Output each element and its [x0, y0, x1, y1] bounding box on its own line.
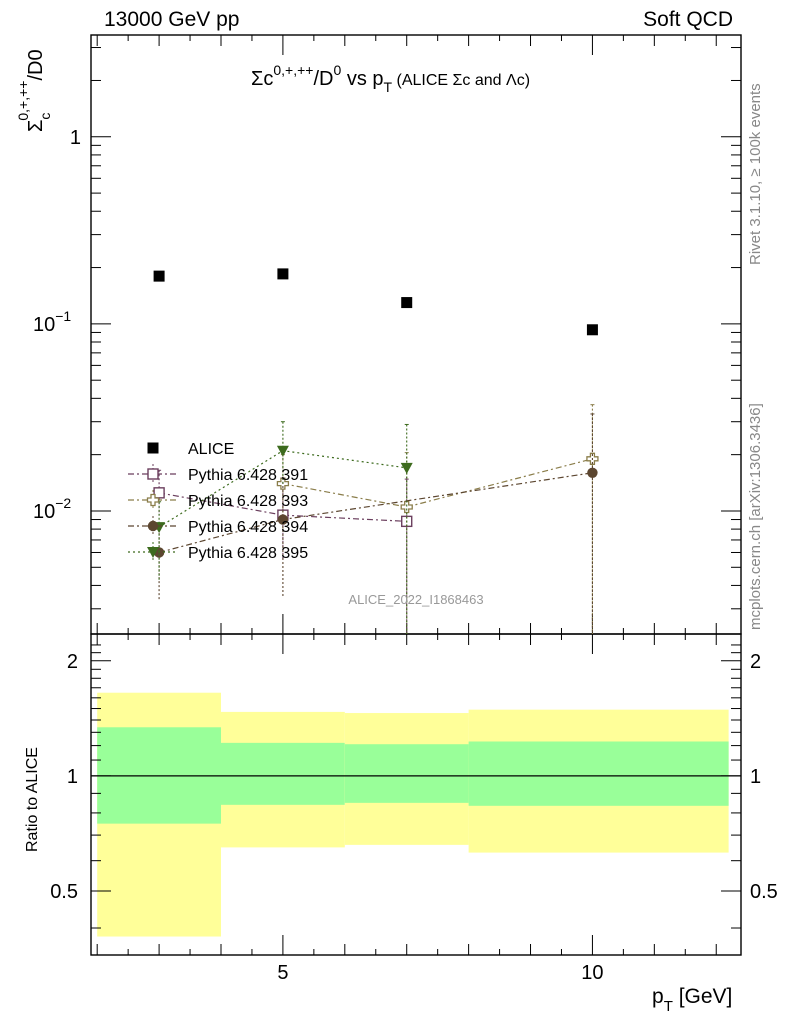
data-point: [401, 297, 413, 309]
ratio-bands: [97, 692, 729, 937]
legend-marker: [147, 547, 159, 558]
data-series: [153, 268, 599, 634]
ratio-inner-band: [221, 742, 345, 805]
x-tick-label: 10: [581, 962, 603, 984]
header-left: 13000 GeV pp: [104, 8, 240, 31]
data-point: [400, 500, 413, 514]
data-point: [276, 445, 289, 457]
x-tick-label: 5: [277, 962, 288, 984]
ratio-y-tick-label-right: 2: [750, 651, 761, 673]
series-alice: [153, 268, 598, 336]
ratio-inner-band: [344, 744, 469, 803]
legend: ALICE Pythia 6.428 391 Pythia 6.428 393 Pyt…: [128, 441, 308, 562]
series-line: [158, 472, 593, 554]
ratio-y-tick-label: 1: [67, 766, 78, 788]
legend-marker: [146, 493, 160, 507]
legend-label: Pythia 6.428 391: [188, 467, 308, 484]
y-tick-label: 1: [70, 127, 81, 149]
ratio-y-axis-label: Ratio to ALICE: [24, 747, 41, 852]
ratio-plot-frame: [90, 633, 742, 956]
y-axis-label: Σc0,+,++/D0: [15, 49, 53, 132]
legend-label: ALICE: [188, 441, 234, 458]
legend-marker: [147, 520, 159, 532]
chart-title: Σc0,+,++/D0 vs pT (ALICE Σc and Λc): [251, 62, 530, 95]
data-point: [153, 270, 165, 282]
data-point: [277, 514, 289, 525]
watermark: ALICE_2022_I1868463: [348, 592, 483, 607]
plot-frames: [90, 34, 742, 956]
ratio-y-tick-label-right: 0.5: [750, 881, 778, 903]
axis-ticks: [91, 35, 741, 955]
ratio-y-tick-label: 0.5: [50, 881, 78, 903]
data-point: [277, 268, 289, 280]
x-axis-label: pT [GeV]: [652, 985, 732, 1015]
legend-label: Pythia 6.428 395: [188, 545, 308, 562]
data-point: [586, 324, 598, 336]
legend-label: Pythia 6.428 393: [188, 493, 308, 510]
data-point: [587, 467, 598, 478]
ratio-y-tick-label: 2: [67, 651, 78, 673]
ratio-inner-band: [468, 741, 729, 806]
header-right: Soft QCD: [643, 8, 733, 31]
legend-marker: [147, 442, 159, 454]
data-point: [400, 462, 413, 474]
series-line: [282, 458, 593, 508]
y-tick-label: 10−1: [33, 308, 71, 336]
ratio-y-tick-label-right: 1: [750, 766, 761, 788]
legend-marker: [147, 468, 159, 480]
legend-label: Pythia 6.428 394: [188, 519, 308, 536]
mcplots-label: mcplots.cern.ch [arXiv:1306.3436]: [747, 403, 764, 630]
y-tick-label: 10−2: [33, 495, 71, 523]
rivet-label: Rivet 3.1.10, ≥ 100k events: [747, 83, 764, 265]
